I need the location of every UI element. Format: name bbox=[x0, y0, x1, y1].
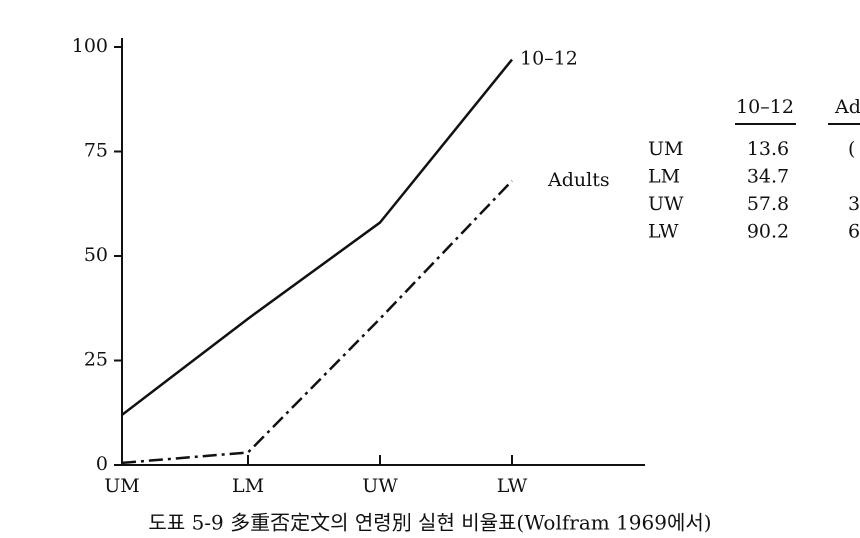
table-header: 10–12 bbox=[736, 96, 794, 118]
table-cell: 90.2 bbox=[747, 221, 789, 243]
y-tick-label: 75 bbox=[84, 140, 108, 162]
table-cell: 57.8 bbox=[747, 193, 789, 215]
series-line bbox=[121, 179, 513, 465]
table-header: Ad bbox=[834, 96, 860, 118]
y-tick-label: 100 bbox=[72, 35, 108, 57]
series-line bbox=[121, 58, 513, 416]
series-label: 10–12 bbox=[520, 48, 578, 70]
y-tick-label: 50 bbox=[84, 244, 108, 266]
caption: 도표 5-9 多重否定文의 연령別 실현 비율표(Wolfram 1969에서) bbox=[148, 511, 711, 535]
x-tick-label: UM bbox=[104, 475, 139, 497]
table-cell: 34.7 bbox=[747, 166, 789, 188]
y-tick-label: 0 bbox=[96, 453, 108, 475]
table-cell: UW bbox=[648, 193, 684, 215]
table-cell: ( bbox=[848, 138, 855, 160]
table-cell: 6 bbox=[848, 221, 860, 243]
table-cell: UM bbox=[648, 138, 683, 160]
y-tick-label: 25 bbox=[84, 349, 108, 371]
table-cell: LW bbox=[648, 221, 679, 243]
series-label: Adults bbox=[547, 169, 610, 191]
x-tick-label: UW bbox=[362, 475, 398, 497]
x-tick-label: LM bbox=[232, 475, 264, 497]
x-tick-label: LW bbox=[497, 475, 528, 497]
table-cell: LM bbox=[648, 166, 680, 188]
table-cell: 3 bbox=[848, 193, 860, 215]
table-cell: 13.6 bbox=[747, 138, 789, 160]
